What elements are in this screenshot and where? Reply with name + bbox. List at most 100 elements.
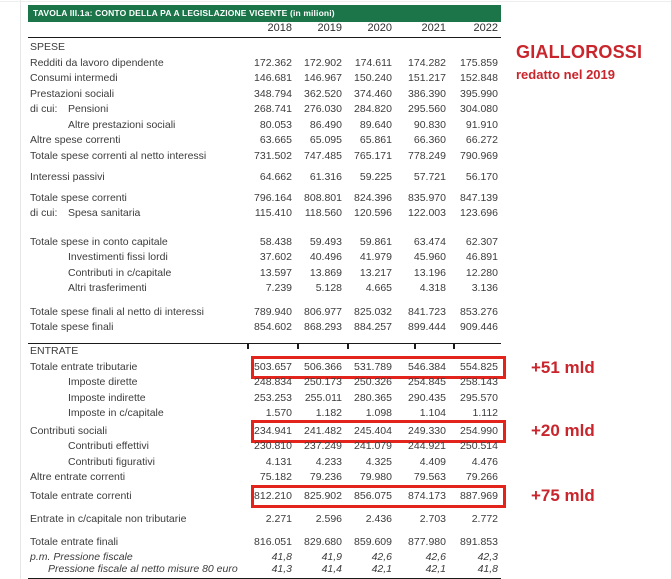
row-label: Imposte indirette: [68, 391, 146, 404]
cell-value: 853.276: [460, 305, 498, 318]
row-label: Consumi intermedi: [30, 72, 118, 84]
row-label: Imposte dirette: [68, 376, 138, 388]
cell-value: 1.182: [315, 407, 342, 419]
table-row: ENTRATE: [0, 344, 671, 360]
tick-mark: [247, 344, 249, 349]
table-row: Consumi intermedi 146.681 146.967 150.240 15…: [0, 71, 671, 87]
cell-value: 57.721: [413, 171, 446, 183]
cell-value: 1.570: [265, 407, 292, 419]
table-row: Totale spese in conto capitale 58.438 59.4…: [0, 235, 671, 251]
row-label: Altre prestazioni sociali: [68, 118, 176, 131]
table-row: p.m. Pressione fiscale 41,8 41,9 42,6 42,6 42…: [0, 550, 671, 566]
cell-value: 731.502: [254, 149, 292, 162]
table-row: Altri trasferimenti 7.239 5.128 4.665 4.318 3…: [0, 281, 671, 297]
cell-value: 90.830: [413, 118, 446, 131]
cell-value: 59.861: [359, 235, 392, 248]
row-label: Contributi sociali: [30, 424, 108, 437]
table-row: Totale spese correnti al netto interessi…: [0, 149, 671, 165]
cell-value: 825.032: [354, 305, 392, 318]
cell-value: 174.611: [354, 56, 392, 69]
header-separator-line: [28, 37, 501, 38]
row-label: Totale spese finali: [30, 321, 114, 333]
cell-value: 835.970: [408, 191, 446, 204]
cell-value: 115.410: [254, 207, 292, 219]
row-prefix: di cui:: [30, 207, 58, 219]
cell-value: 276.030: [304, 103, 342, 115]
table-row: Contributi figurativi 4.131 4.233 4.325 4.40…: [0, 455, 671, 471]
row-label: Totale spese in conto capitale: [30, 235, 168, 248]
annotation-title: GIALLOROSSI: [516, 42, 643, 62]
cell-value: 284.820: [354, 103, 392, 115]
year-label: 2018: [267, 22, 292, 34]
cell-value: 41,3: [271, 563, 292, 575]
cell-value: 42,3: [477, 551, 498, 563]
row-label: Totale entrate tributarie: [30, 360, 138, 373]
cell-value: 295.560: [408, 103, 446, 115]
cell-value: 290.435: [408, 391, 446, 404]
table-row: Pressione fiscale al netto misure 80 eur…: [0, 562, 671, 578]
cell-value: 120.596: [354, 207, 392, 219]
table-row: Imposte indirette 253.253 255.011 280.365 29…: [0, 391, 671, 407]
cell-value: 4.325: [365, 455, 392, 468]
row-label: Totale spese finali al netto di interess…: [30, 305, 204, 318]
cell-value: 386.390: [408, 87, 446, 100]
cell-value: 812.210: [254, 489, 292, 502]
cell-value: 884.257: [354, 321, 392, 333]
cell-value: 58.438: [259, 235, 292, 248]
cell-value: 2.596: [315, 513, 342, 525]
cell-value: 241.482: [304, 424, 342, 437]
cell-value: 122.003: [408, 207, 446, 219]
cell-value: 854.602: [254, 321, 292, 333]
row-label: Prestazioni sociali: [30, 87, 115, 100]
year-header-row: 2018 2019 2020 2021 2022: [0, 22, 671, 37]
cell-value: 554.825: [460, 360, 498, 373]
separator-line: [28, 343, 501, 344]
cell-value: 806.977: [304, 305, 342, 318]
cell-value: 245.404: [354, 424, 392, 437]
cell-value: 230.810: [254, 440, 292, 452]
row-label: Spesa sanitaria: [68, 207, 141, 219]
row-label: Entrate in c/capitale non tributarie: [30, 513, 187, 525]
cell-value: 254.990: [460, 424, 498, 437]
section-separator: [0, 577, 671, 579]
table-row: Totale spese finali al netto di interess…: [0, 305, 671, 321]
cell-value: 874.173: [408, 489, 446, 502]
left-edge-line: [20, 0, 21, 579]
table-row: Totale entrate finali 816.051 829.680 859.6…: [0, 535, 671, 551]
table-title: TAVOLA III.1a: CONTO DELLA PA A LEGISLAZ…: [33, 8, 335, 18]
cell-value: 891.853: [460, 535, 498, 548]
row-label: Contributi figurativi: [68, 455, 155, 468]
table-row: Contributi effettivi 230.810 237.249 241.07…: [0, 439, 671, 455]
cell-value: 40.496: [309, 251, 342, 263]
year-label: 2020: [367, 22, 392, 34]
table-row: Totale spese finali 854.602 868.293 884.257…: [0, 320, 671, 336]
table-row: di cui: Pensioni 268.741 276.030 284.820 295.…: [0, 102, 671, 118]
cell-value: 249.330: [408, 424, 446, 437]
cell-value: 118.560: [304, 207, 342, 219]
section-label: SPESE: [30, 41, 66, 53]
delta-annotation: +75 mld: [531, 486, 595, 505]
row-label: Redditi da lavoro dipendente: [30, 56, 164, 69]
cell-value: 859.609: [354, 535, 392, 548]
row-label: Pensioni: [68, 103, 109, 115]
table-row: Altre spese correnti 63.665 65.095 65.861 66…: [0, 133, 671, 149]
cell-value: 790.969: [460, 149, 498, 162]
cell-value: 12.280: [465, 266, 498, 279]
cell-value: 4.665: [365, 282, 392, 294]
table-row: Altre prestazioni sociali 80.053 86.490 89.…: [0, 118, 671, 134]
table-row: Interessi passivi 64.662 61.316 59.225 57.72…: [0, 170, 671, 186]
cell-value: 79.563: [413, 471, 446, 483]
top-edge-line: [0, 1, 671, 2]
cell-value: 2.271: [265, 513, 292, 525]
table-row: Redditi da lavoro dipendente 172.362 172.9…: [0, 56, 671, 72]
cell-value: 75.182: [259, 471, 292, 483]
cell-value: 62.307: [465, 235, 498, 248]
tick-mark: [414, 344, 416, 349]
cell-value: 747.485: [304, 149, 342, 162]
cell-value: 3.136: [471, 282, 498, 294]
section-label: ENTRATE: [30, 345, 79, 357]
cell-value: 79.266: [465, 471, 498, 483]
cell-value: 65.095: [309, 134, 342, 146]
cell-value: 41.979: [359, 251, 392, 263]
